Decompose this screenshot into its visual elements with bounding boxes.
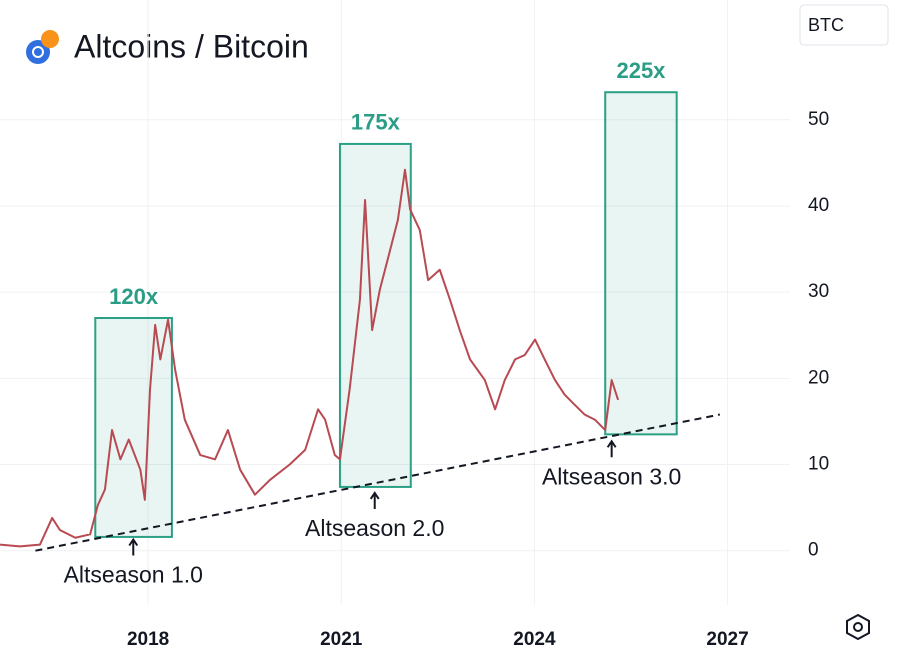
highlight-label: 175x: [351, 110, 401, 135]
trendline: [35, 413, 721, 552]
x-tick-label: 2024: [513, 629, 556, 650]
annotation-text: Altseason 3.0: [542, 463, 681, 489]
highlight-label: 225x: [616, 58, 666, 83]
currency-box[interactable]: [799, 4, 889, 46]
highlight-label: 120x: [109, 284, 159, 309]
highlight-box: [604, 91, 678, 436]
y-tick-label: 40: [808, 195, 829, 216]
y-tick-label: 30: [808, 281, 829, 302]
highlight-box: [94, 317, 173, 538]
annotation-text: Altseason 1.0: [64, 562, 203, 588]
x-tick-label: 2027: [706, 629, 748, 650]
y-tick-label: 10: [808, 454, 829, 475]
x-tick-label: 2018: [127, 629, 169, 650]
annotation-arrow: [128, 537, 139, 556]
settings-icon[interactable]: [846, 613, 870, 641]
annotation-arrow: [369, 491, 380, 509]
annotation-arrow: [606, 439, 617, 458]
annotation-text: Altseason 2.0: [305, 515, 444, 541]
x-tick-label: 2021: [320, 629, 363, 650]
price-line: [0, 168, 620, 548]
logo: [26, 30, 59, 64]
y-tick-label: 0: [808, 540, 819, 561]
y-tick-label: 50: [808, 109, 829, 130]
chart-title: Altcoins / Bitcoin: [74, 28, 309, 64]
currency-label: BTC: [808, 15, 844, 35]
y-tick-label: 20: [808, 367, 829, 388]
